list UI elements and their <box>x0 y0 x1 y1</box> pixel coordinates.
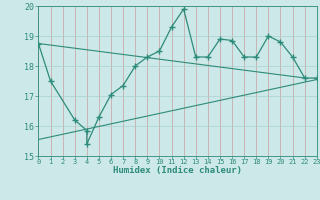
X-axis label: Humidex (Indice chaleur): Humidex (Indice chaleur) <box>113 166 242 175</box>
